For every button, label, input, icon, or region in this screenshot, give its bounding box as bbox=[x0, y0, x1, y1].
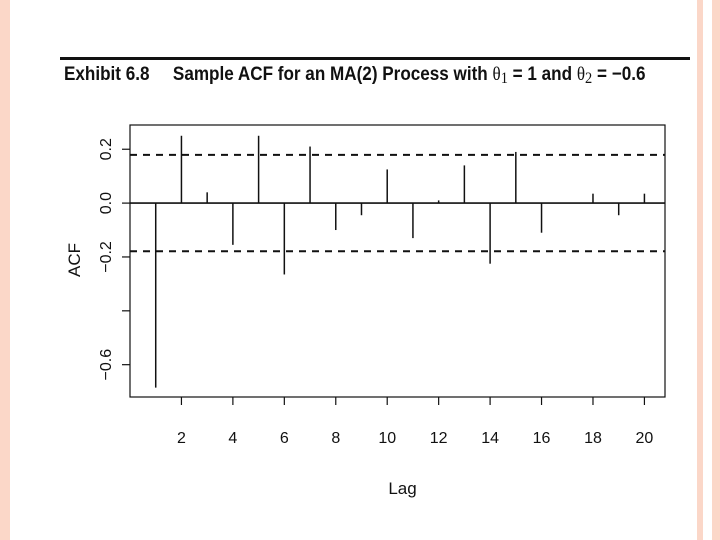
y-tick-label-1: 0.0 bbox=[98, 192, 115, 214]
plot-frame bbox=[129, 124, 666, 398]
slide-border-left bbox=[0, 0, 10, 540]
exhibit-title-eq1: = 1 and bbox=[507, 64, 577, 85]
x-tick-label-2: 2 bbox=[177, 430, 186, 447]
slide-border-right-gap bbox=[703, 0, 712, 540]
y-axis-label: ACF bbox=[65, 243, 84, 277]
x-tick-label-16: 16 bbox=[533, 430, 551, 447]
x-tick-label-12: 12 bbox=[430, 430, 448, 447]
y-tick-label-2: −0.2 bbox=[98, 241, 115, 273]
y-tick-label-3: −0.6 bbox=[98, 349, 115, 381]
exhibit-number: Exhibit 6.8 bbox=[64, 64, 150, 85]
theta-subscript-1: 1 bbox=[500, 70, 508, 87]
slide-border-right-outer bbox=[712, 0, 720, 540]
x-tick-label-4: 4 bbox=[228, 430, 237, 447]
x-tick-label-18: 18 bbox=[584, 430, 602, 447]
exhibit-title-eq2: = −0.6 bbox=[592, 64, 646, 85]
x-tick-label-10: 10 bbox=[378, 430, 396, 447]
exhibit-title: Exhibit 6.8 Sample ACF for an MA(2) Proce… bbox=[64, 64, 645, 88]
theta-symbol-2: θ bbox=[576, 64, 586, 85]
x-tick-label-14: 14 bbox=[481, 430, 499, 447]
x-tick-label-8: 8 bbox=[331, 430, 340, 447]
y-tick-label-0: 0.2 bbox=[98, 138, 115, 160]
exhibit-title-rule bbox=[60, 57, 690, 60]
x-axis-label: Lag bbox=[388, 479, 416, 498]
x-tick-label-6: 6 bbox=[280, 430, 289, 447]
theta-subscript-2: 2 bbox=[585, 70, 593, 87]
theta-symbol-1: θ bbox=[492, 64, 501, 85]
slide-border-right-inner bbox=[697, 0, 703, 540]
x-tick-label-20: 20 bbox=[636, 430, 654, 447]
exhibit-title-text: Sample ACF for an MA(2) Process with bbox=[172, 64, 493, 85]
